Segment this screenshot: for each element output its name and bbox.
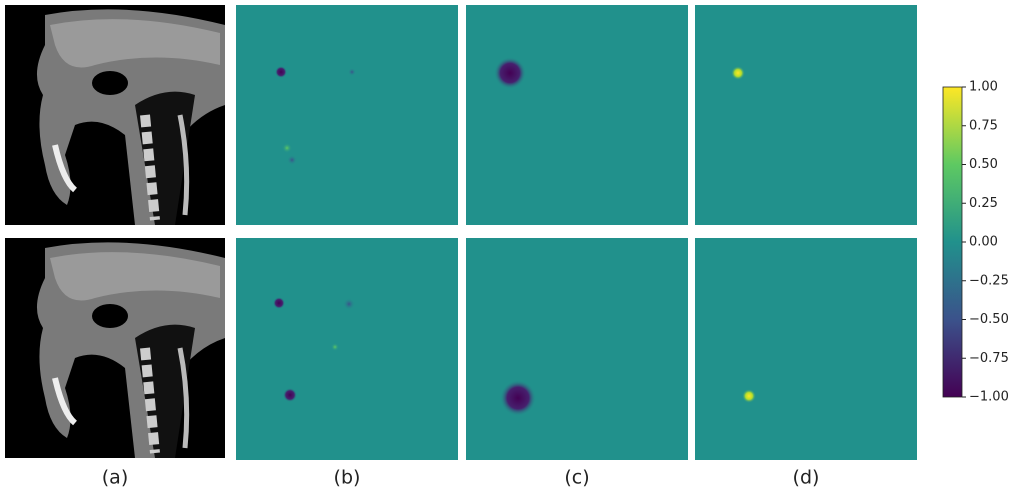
- panel-label: (a): [102, 467, 128, 489]
- panel-label: (b): [334, 467, 361, 489]
- tick-label: 0.75: [969, 118, 998, 133]
- colorbar: [942, 86, 963, 398]
- tick-label: −0.25: [969, 273, 1009, 288]
- tick-label: 0.00: [969, 235, 998, 250]
- tick-label: 0.50: [969, 157, 998, 172]
- spots: [273, 57, 756, 416]
- panel-label: (c): [564, 467, 589, 489]
- tick-label: −0.75: [969, 351, 1009, 366]
- tick-label: 0.25: [969, 196, 998, 211]
- tick-label: −0.50: [969, 312, 1009, 327]
- ct-image: [5, 5, 225, 225]
- panel-label: (d): [793, 467, 820, 489]
- tick-label: 1.00: [969, 80, 998, 95]
- heatmaps: [236, 5, 917, 460]
- tick-label: −1.00: [969, 390, 1009, 405]
- ct-image: [5, 238, 225, 458]
